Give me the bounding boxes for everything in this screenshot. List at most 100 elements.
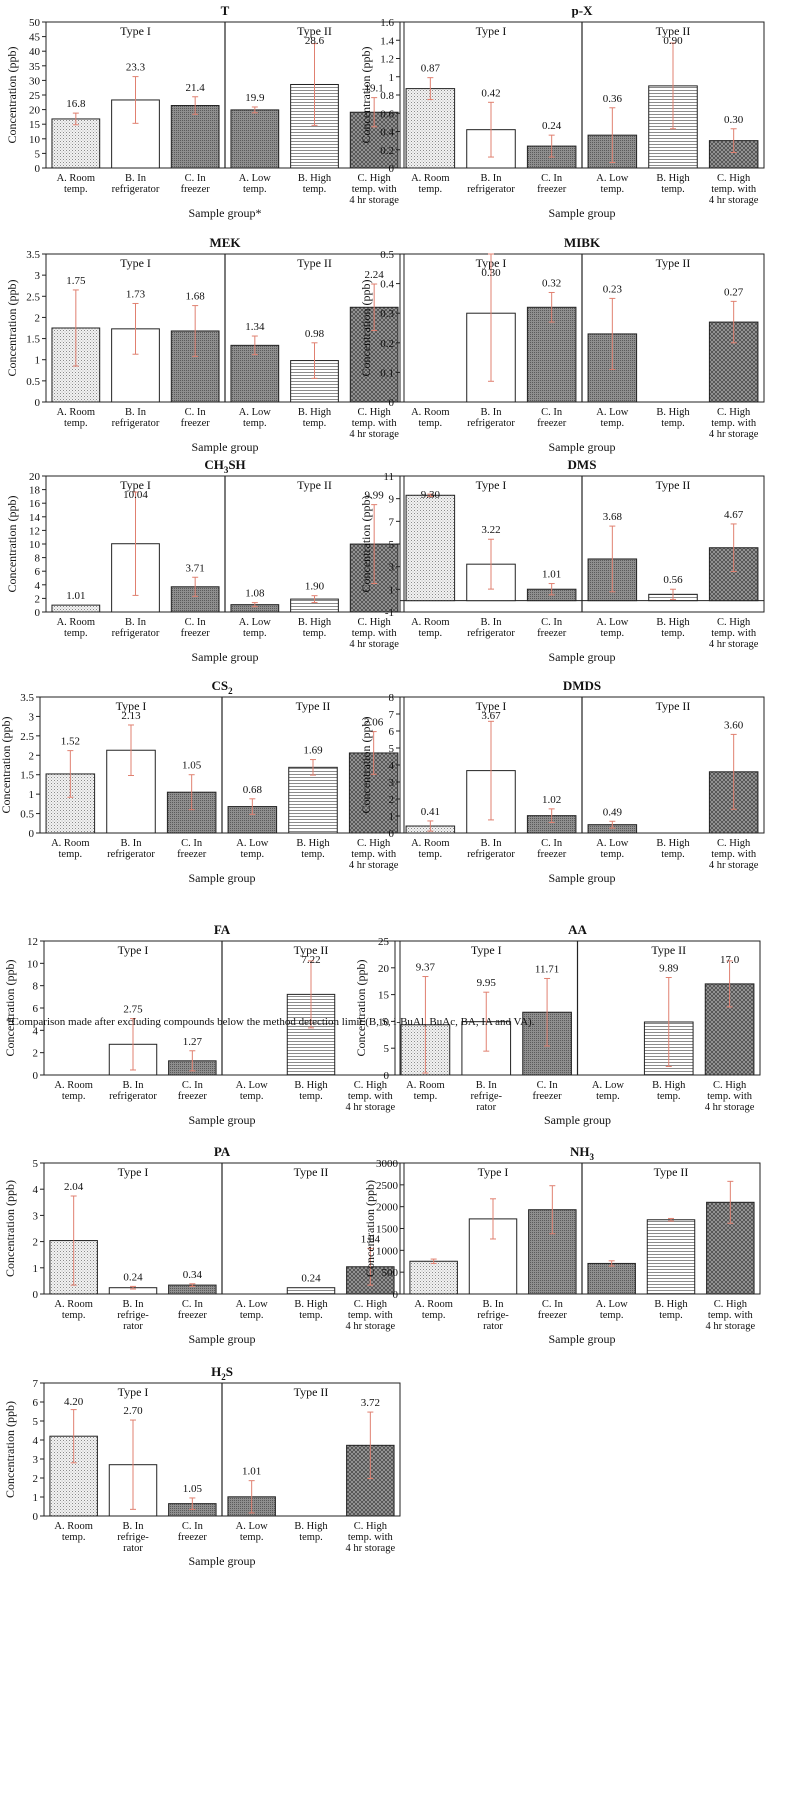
data-label-1: 1.75 — [66, 275, 86, 287]
chart-title: H2S — [211, 1364, 233, 1382]
y-tick-label: 3 — [33, 1210, 39, 1222]
group-label-type2: Type II — [296, 699, 331, 713]
y-tick-label: 0.2 — [380, 145, 394, 157]
y-tick-label: 0.5 — [20, 809, 34, 821]
data-label-6: 4.67 — [724, 509, 744, 521]
category-label-1: A. Room — [54, 1299, 93, 1310]
category-label-1: A. Room — [411, 838, 450, 849]
data-label-2: 10.04 — [123, 489, 148, 501]
category-label-2: refrige- — [477, 1310, 509, 1321]
category-label-3: C. In — [541, 173, 563, 184]
group-label-type1: Type I — [118, 943, 149, 957]
data-label-1: 0.87 — [421, 63, 441, 75]
chart-title-main: CS — [211, 678, 228, 693]
category-label-2: B. In — [125, 407, 147, 418]
category-label-2: refrigerator — [467, 184, 515, 195]
group-label-type2: Type II — [294, 943, 329, 957]
y-tick-label: 0.5 — [26, 376, 40, 388]
category-label-5: B. High — [656, 838, 690, 849]
y-tick-label: 0.8 — [380, 90, 394, 102]
category-label-6: temp. with — [352, 418, 398, 429]
category-label-3: C. In — [185, 173, 207, 184]
category-label-2: rator — [476, 1102, 496, 1113]
y-tick-label: 2.5 — [20, 731, 34, 743]
category-label-1: A. Room — [54, 1080, 93, 1091]
y-tick-label: 0 — [384, 1070, 390, 1082]
y-tick-label: 20 — [29, 471, 41, 483]
group-label-type1: Type I — [118, 1165, 149, 1179]
category-label-1: temp. — [62, 1310, 86, 1321]
x-axis-label: Sample group — [192, 440, 259, 454]
data-label-2: 2.75 — [123, 1004, 143, 1016]
category-label-5: temp. — [661, 849, 685, 860]
category-label-1: A. Room — [414, 1299, 453, 1310]
category-label-4: temp. — [601, 418, 625, 429]
y-axis-label: Concentration (ppb) — [0, 717, 13, 814]
y-tick-label: 15 — [378, 990, 390, 1002]
group-label-type1: Type I — [120, 24, 151, 38]
category-label-3: freezer — [537, 849, 567, 860]
data-label-1: 1.01 — [66, 590, 85, 602]
category-label-1: temp. — [59, 849, 83, 860]
chart-11: 0 1 2 3 4 5 Concentration (ppb) PA Type I Type II… — [3, 1144, 401, 1346]
data-label-6: 2.24 — [365, 269, 385, 281]
y-axis-label: Concentration (ppb) — [359, 47, 373, 144]
data-label-3: 1.05 — [182, 760, 202, 772]
chart-title-main: DMS — [568, 457, 597, 472]
category-label-2: refrigerator — [112, 628, 160, 639]
category-label-2: B. In — [125, 617, 147, 628]
chart-title: MIBK — [564, 235, 601, 250]
bar-5 — [288, 766, 338, 834]
data-label-5: 7.22 — [301, 954, 320, 966]
category-label-3: C. In — [541, 617, 563, 628]
y-tick-label: 0.6 — [380, 108, 394, 120]
data-label-4: 1.34 — [245, 321, 265, 333]
y-tick-label: 1.2 — [380, 54, 394, 66]
category-label-3: C. In — [182, 1521, 204, 1532]
category-label-6: temp. with — [348, 1310, 394, 1321]
y-tick-label: 1.4 — [380, 35, 394, 47]
data-label-6: 9.99 — [365, 490, 385, 502]
category-label-4: A. Low — [239, 617, 271, 628]
y-axis-label: Concentration (ppb) — [3, 960, 17, 1057]
x-axis-label: Sample group — [549, 206, 616, 220]
category-label-6: 4 hr storage — [705, 1102, 755, 1113]
chart-title: FA — [214, 922, 231, 937]
category-label-4: temp. — [243, 418, 267, 429]
y-tick-label: 2500 — [376, 1180, 399, 1192]
group-label-type2: Type II — [297, 478, 332, 492]
data-label-5: 9.89 — [659, 963, 679, 975]
category-label-4: A. Low — [596, 173, 628, 184]
group-label-type2: Type II — [656, 478, 691, 492]
data-label-4: 0.23 — [603, 283, 623, 295]
bar-4 — [230, 109, 280, 169]
data-label-2: 2.70 — [123, 1405, 143, 1417]
y-tick-label: 0.5 — [380, 249, 394, 261]
group-label-type1: Type I — [476, 24, 507, 38]
chart-8: 0 1 2 3 4 5 6 7 8 Concentration (ppb) DMDS Type I Ty… — [359, 678, 765, 885]
chart-title-after: SH — [228, 457, 245, 472]
category-label-1: A. Room — [406, 1080, 445, 1091]
y-tick-label: 1 — [389, 72, 395, 84]
bar-1 — [405, 494, 456, 602]
category-label-6: 4 hr storage — [349, 860, 399, 871]
y-tick-label: 6 — [35, 566, 41, 578]
y-tick-label: 2 — [33, 1473, 39, 1485]
y-tick-label: 10 — [29, 134, 41, 146]
category-label-6: temp. with — [352, 628, 398, 639]
y-tick-label: 4 — [33, 1184, 39, 1196]
category-label-5: temp. — [299, 1532, 323, 1543]
data-label-3: 1.01 — [542, 569, 561, 581]
bar-3 — [526, 306, 577, 403]
data-label-4: 1.01 — [242, 1466, 261, 1478]
y-axis-label: Concentration (ppb) — [5, 280, 19, 377]
x-axis-label: Sample group — [192, 650, 259, 664]
y-tick-label: 20 — [378, 963, 390, 975]
y-tick-label: 7 — [389, 516, 395, 528]
data-label-2: 0.24 — [123, 1271, 143, 1283]
category-label-6: temp. with — [348, 1532, 394, 1543]
data-label-4: 1.08 — [245, 588, 265, 600]
